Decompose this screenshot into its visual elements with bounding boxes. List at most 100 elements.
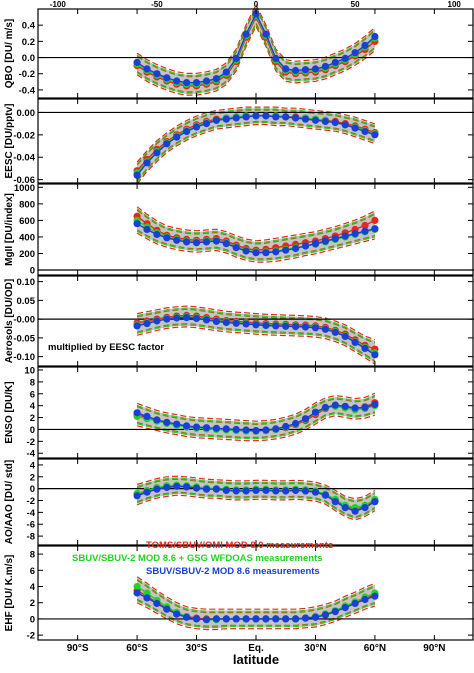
data-point (212, 237, 220, 245)
data-point (153, 230, 161, 239)
data-point (153, 416, 161, 424)
bottom-tick-label: 30°S (186, 643, 208, 654)
data-point (301, 487, 310, 495)
data-point (311, 240, 320, 248)
data-point (371, 32, 379, 41)
y-axis-label: EHF [DU/ K.m/s] (4, 555, 15, 632)
data-point (262, 249, 270, 257)
y-tick-label: 1000 (14, 183, 35, 194)
data-point (133, 582, 141, 591)
data-point (232, 319, 240, 327)
data-point (183, 613, 191, 621)
y-axis-label: EESC [DU/pptv] (4, 104, 15, 179)
data-point (232, 244, 240, 252)
data-point (222, 318, 230, 327)
envelope-line-4 (136, 412, 376, 440)
data-point (301, 66, 310, 74)
data-point (163, 74, 171, 82)
data-point (371, 400, 379, 409)
panel-frame (37, 458, 474, 546)
y-tick-label: 4 (30, 401, 36, 412)
y-tick-label: 0.05 (17, 296, 36, 307)
data-point (222, 115, 230, 123)
data-point (321, 117, 329, 125)
data-point (232, 114, 240, 122)
top-tick-label: -50 (151, 0, 163, 9)
top-tick-label: 0 (254, 0, 259, 9)
data-point (222, 425, 230, 433)
data-point (183, 483, 191, 491)
data-point (301, 614, 310, 622)
panels: 0.4 0.2 0.0 -0.2 -0.4 QBO [DU/ m/s] 0.00 -0.02 -… (4, 3, 474, 642)
envelope-line-1 (136, 305, 376, 341)
data-point (133, 589, 141, 597)
y-tick-label: -8 (27, 532, 35, 543)
y-tick-label: -2 (27, 437, 35, 448)
data-point (311, 324, 320, 332)
envelope-line-1 (136, 576, 376, 610)
data-point (341, 402, 349, 410)
data-point (371, 216, 379, 224)
y-tick-label: -0.4 (19, 85, 36, 96)
legend-entry-sbuv: SBUV/SBUV-2 MOD 8.6 measurements (146, 566, 320, 577)
data-point (232, 425, 240, 434)
envelope-line-1 (136, 475, 376, 500)
y-tick-label: 0 (30, 266, 35, 277)
y-tick-label: -0.02 (13, 130, 35, 141)
legend-entry-sbuv-gsg: SBUV/SBUV-2 MOD 8.6 + GSG WFDOAS measure… (72, 553, 323, 564)
data-point (173, 236, 181, 244)
envelope-line-6 (136, 21, 376, 93)
y-tick-label: 800 (19, 199, 35, 210)
data-point (252, 112, 260, 120)
data-point (321, 403, 329, 411)
data-point (321, 62, 329, 70)
data-point (212, 75, 220, 83)
y-tick-label: 600 (19, 216, 35, 227)
data-point (292, 419, 300, 428)
data-point (133, 409, 141, 417)
data-point (272, 54, 280, 63)
data-point (242, 487, 250, 495)
bottom-tick-label: 30°N (304, 643, 326, 654)
data-point (262, 486, 270, 494)
data-point (252, 615, 260, 623)
data-point (262, 30, 270, 38)
data-point (143, 159, 151, 167)
y-tick-label: -2 (27, 496, 35, 507)
envelope-line-1 (136, 392, 376, 422)
data-point (351, 338, 359, 346)
data-point (361, 344, 369, 352)
data-point (192, 314, 201, 322)
data-point (242, 615, 250, 623)
y-tick-label: 2 (30, 598, 35, 609)
data-point (163, 418, 171, 426)
data-point (272, 248, 280, 256)
envelope-line-5 (136, 308, 376, 344)
data-point (292, 615, 300, 623)
data-point (292, 244, 300, 253)
top-tick-label: 50 (351, 0, 360, 9)
data-point (202, 77, 211, 85)
envelope-line-2 (136, 24, 376, 96)
envelope-line-5 (136, 109, 376, 166)
data-point (173, 482, 181, 490)
y-axis-label: MgII [DU/index] (4, 193, 15, 266)
data-point (282, 246, 290, 254)
data-point (282, 322, 290, 330)
data-point (232, 54, 240, 63)
data-point (212, 317, 220, 325)
top-axis: -100 -50 0 50 100 (50, 0, 462, 9)
data-point (192, 123, 201, 131)
data-point (292, 323, 300, 331)
data-point (173, 420, 181, 428)
data-point (311, 613, 320, 621)
data-point (371, 498, 379, 506)
y-tick-label: -0.06 (13, 175, 35, 186)
data-point (202, 485, 211, 493)
data-point (311, 65, 320, 73)
y-tick-label: 0.10 (17, 277, 36, 288)
data-point (272, 425, 280, 433)
